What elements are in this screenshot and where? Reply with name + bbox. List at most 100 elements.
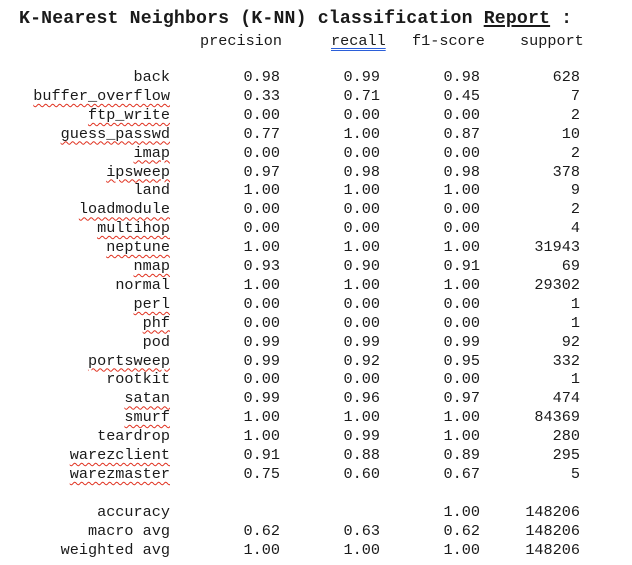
class-support-cell: 295 (553, 446, 580, 464)
class-support-cell: 2 (571, 200, 580, 218)
class-support-cell: 1 (571, 370, 580, 388)
summary-precision-cell: 1.00 (244, 541, 280, 559)
class-support-cell: 280 (553, 427, 580, 445)
class-label-cell: warezmaster (70, 465, 170, 483)
title-report-word: Report (484, 9, 550, 29)
class-f1-cell: 0.00 (444, 370, 480, 388)
class-label-cell: pod (143, 333, 170, 351)
summary-recall-cell: 0.63 (344, 522, 380, 540)
class-precision-cell: 0.00 (244, 314, 280, 332)
class-precision-cell: 0.00 (244, 370, 280, 388)
class-label-cell: loadmodule (79, 200, 170, 218)
class-label-cell: ftp_write (88, 106, 170, 124)
class-support-cell: 332 (553, 352, 580, 370)
class-label-cell: back (134, 68, 170, 86)
class-precision-cell: 0.99 (244, 389, 280, 407)
title-suffix: : (550, 9, 572, 29)
class-recall-cell: 0.00 (344, 200, 380, 218)
class-precision-cell: 0.75 (244, 465, 280, 483)
class-precision-cell: 0.00 (244, 144, 280, 162)
header-support: support (520, 32, 584, 50)
class-precision-cell: 0.91 (244, 446, 280, 464)
class-support-cell: 1 (571, 295, 580, 313)
class-precision-cell: 0.93 (244, 257, 280, 275)
class-precision-cell: 0.00 (244, 219, 280, 237)
class-precision-cell: 0.98 (244, 68, 280, 86)
class-label-cell: land (134, 181, 170, 199)
class-f1-cell: 1.00 (444, 408, 480, 426)
report-title: K-Nearest Neighbors (K-NN) classificatio… (19, 9, 572, 29)
class-label-cell: teardrop (97, 427, 170, 445)
summary-recall-cell: 1.00 (344, 541, 380, 559)
class-precision-cell: 0.97 (244, 163, 280, 181)
class-label-cell: multihop (97, 219, 170, 237)
class-f1-cell: 0.89 (444, 446, 480, 464)
class-precision-cell: 0.99 (244, 352, 280, 370)
summary-f1-cell: 0.62 (444, 522, 480, 540)
class-recall-cell: 1.00 (344, 276, 380, 294)
class-recall-cell: 1.00 (344, 181, 380, 199)
class-support-cell: 2 (571, 144, 580, 162)
class-precision-cell: 0.33 (244, 87, 280, 105)
summary-label-cell: macro avg (88, 522, 170, 540)
class-recall-cell: 0.00 (344, 370, 380, 388)
class-support-cell: 2 (571, 106, 580, 124)
class-label-cell: rootkit (106, 370, 170, 388)
class-label-cell: normal (115, 276, 170, 294)
class-recall-cell: 0.60 (344, 465, 380, 483)
class-label-cell: perl (134, 295, 170, 313)
class-support-cell: 474 (553, 389, 580, 407)
class-support-cell: 378 (553, 163, 580, 181)
class-support-cell: 5 (571, 465, 580, 483)
class-f1-cell: 0.00 (444, 144, 480, 162)
summary-precision-cell: 0.62 (244, 522, 280, 540)
class-recall-cell: 0.00 (344, 106, 380, 124)
class-precision-cell: 1.00 (244, 427, 280, 445)
class-support-cell: 92 (562, 333, 580, 351)
summary-support-cell: 148206 (525, 541, 580, 559)
class-recall-cell: 0.71 (344, 87, 380, 105)
summary-label-cell: weighted avg (61, 541, 170, 559)
class-f1-cell: 0.87 (444, 125, 480, 143)
class-label-cell: phf (143, 314, 170, 332)
class-f1-cell: 0.00 (444, 219, 480, 237)
class-f1-cell: 1.00 (444, 427, 480, 445)
class-precision-cell: 1.00 (244, 238, 280, 256)
class-label-cell: warezclient (70, 446, 170, 464)
header-precision: precision (200, 32, 282, 50)
class-f1-cell: 1.00 (444, 238, 480, 256)
class-support-cell: 31943 (534, 238, 580, 256)
class-support-cell: 10 (562, 125, 580, 143)
class-label-cell: ipsweep (106, 163, 170, 181)
class-support-cell: 628 (553, 68, 580, 86)
class-precision-cell: 1.00 (244, 276, 280, 294)
class-label-cell: smurf (124, 408, 170, 426)
class-f1-cell: 0.98 (444, 163, 480, 181)
title-prefix: K-Nearest Neighbors (K-NN) classificatio… (19, 9, 484, 29)
class-precision-cell: 1.00 (244, 181, 280, 199)
header-recall: recall (331, 32, 386, 50)
class-label-cell: buffer_overflow (33, 87, 170, 105)
class-recall-cell: 0.90 (344, 257, 380, 275)
summary-f1-cell: 1.00 (444, 503, 480, 521)
class-f1-cell: 0.95 (444, 352, 480, 370)
class-f1-cell: 0.45 (444, 87, 480, 105)
summary-label-cell: accuracy (97, 503, 170, 521)
class-f1-cell: 0.67 (444, 465, 480, 483)
class-f1-cell: 0.00 (444, 314, 480, 332)
class-f1-cell: 0.00 (444, 200, 480, 218)
class-f1-cell: 1.00 (444, 276, 480, 294)
class-support-cell: 7 (571, 87, 580, 105)
class-support-cell: 84369 (534, 408, 580, 426)
header-f1-score: f1-score (412, 32, 485, 50)
summary-support-cell: 148206 (525, 503, 580, 521)
class-label-cell: satan (124, 389, 170, 407)
class-f1-cell: 0.97 (444, 389, 480, 407)
class-recall-cell: 0.99 (344, 333, 380, 351)
class-recall-cell: 0.00 (344, 295, 380, 313)
summary-f1-cell: 1.00 (444, 541, 480, 559)
class-recall-cell: 0.98 (344, 163, 380, 181)
class-support-cell: 9 (571, 181, 580, 199)
class-f1-cell: 1.00 (444, 181, 480, 199)
class-recall-cell: 0.96 (344, 389, 380, 407)
